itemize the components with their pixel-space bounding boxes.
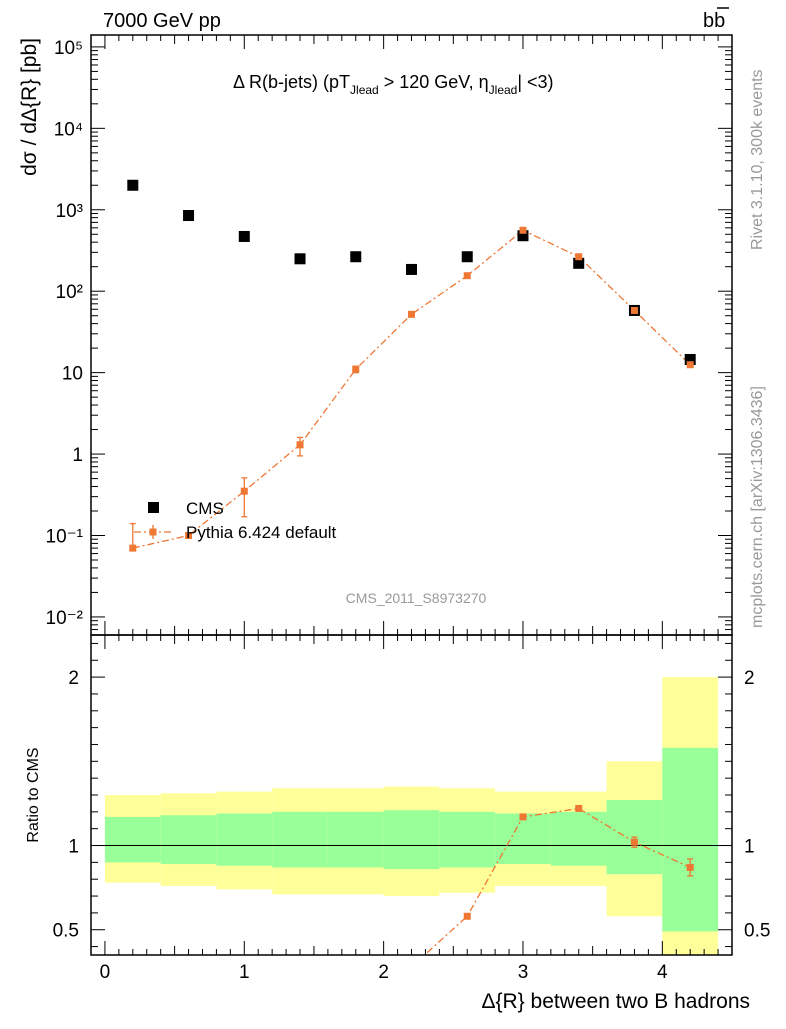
band-green <box>104 816 161 863</box>
pythia-line <box>132 229 691 549</box>
x-axis-label: Δ{R} between two B hadrons <box>481 990 750 1013</box>
band-green <box>439 811 496 868</box>
x-tick-label: 3 <box>518 962 529 983</box>
axes: 10⁻² 10⁻¹ 1 10 10² 10³ 10⁴ 10⁵ 0.5 0.5 1 1 2 2 0 1 2 3 4 <box>46 34 770 983</box>
ratio-point <box>352 1004 359 1011</box>
ratio-y-tick-label-right: 1 <box>744 837 755 858</box>
x-tick-label: 2 <box>378 962 389 983</box>
pythia-point <box>630 306 638 314</box>
cms-point <box>127 179 139 191</box>
y-tick-label: 10² <box>56 282 83 303</box>
band-green <box>160 815 217 865</box>
pythia-point <box>575 253 583 261</box>
y-tick-label: 10⁻² <box>46 608 84 629</box>
pythia-point <box>296 441 304 449</box>
ratio-point <box>575 804 583 812</box>
band-green <box>550 811 607 866</box>
x-tick-label: 0 <box>100 962 111 983</box>
pythia-point <box>408 310 415 318</box>
ratio-bands <box>91 677 732 955</box>
header-left-label: 7000 GeV pp <box>103 10 221 32</box>
y-axis-label-ratio: Ratio to CMS <box>25 747 42 842</box>
y-tick-label: 10³ <box>56 201 83 222</box>
x-tick-label: 1 <box>239 962 250 983</box>
band-green <box>327 811 384 868</box>
cms-point <box>406 263 417 275</box>
y-tick-label: 10⁴ <box>54 119 83 140</box>
ratio-y-tick-label-right: 0.5 <box>744 921 770 942</box>
band-green <box>216 813 273 866</box>
cms-point <box>684 353 696 365</box>
cms-point <box>573 257 585 269</box>
y-tick-label: 10 <box>62 364 83 385</box>
pythia-point <box>519 226 527 234</box>
band-green <box>272 811 328 868</box>
legend: CMS Pythia 6.424 default <box>134 499 337 542</box>
pythia-point <box>129 544 137 552</box>
cms-point <box>294 253 306 265</box>
band-green <box>662 747 719 932</box>
ratio-y-tick-label: 1 <box>68 837 79 858</box>
ratio-point <box>686 863 694 871</box>
pythia-point <box>463 272 471 280</box>
main-title: Δ R(b-jets) (pTJlead > 120 GeV, ηJlead| … <box>233 72 554 97</box>
band-green <box>383 810 440 870</box>
header-right-label: bb <box>703 10 725 32</box>
ratio-plot <box>352 804 694 1011</box>
watermark-analysis: CMS_2011_S8973270 <box>346 590 487 606</box>
cms-point <box>238 230 250 242</box>
ratio-point <box>630 838 638 846</box>
cms-point <box>350 251 362 263</box>
ratio-y-tick-label: 0.5 <box>53 921 79 942</box>
side-label-rivet: Rivet 3.1.10, 300k events <box>749 69 766 250</box>
legend-label-pythia: Pythia 6.424 default <box>186 523 337 542</box>
legend-label-cms: CMS <box>186 499 224 518</box>
cms-point <box>517 230 529 242</box>
main-plot <box>127 179 696 552</box>
ratio-y-tick-label: 2 <box>68 668 79 689</box>
y-tick-label: 10⁵ <box>54 38 83 59</box>
ratio-point <box>463 912 471 920</box>
ratio-point <box>408 963 415 970</box>
x-tick-label: 4 <box>657 962 668 983</box>
pythia-point <box>686 361 694 369</box>
y-tick-label: 1 <box>72 445 83 466</box>
ratio-point <box>519 813 527 821</box>
legend-marker-cms <box>148 502 159 513</box>
y-tick-label: 10⁻¹ <box>46 527 84 548</box>
pythia-point <box>352 365 360 373</box>
ratio-y-tick-label-right: 2 <box>744 668 755 689</box>
legend-marker-pythia <box>149 528 157 536</box>
pythia-point <box>240 487 248 495</box>
pythia-point <box>185 532 193 540</box>
cms-point <box>461 251 473 263</box>
band-green <box>495 813 551 865</box>
side-label-mcplots: mcplots.cern.ch [arXiv:1306.3436] <box>749 386 766 628</box>
y-axis-label-top: dσ / dΔ{R} [pb] <box>18 38 41 176</box>
cms-point <box>183 210 195 222</box>
top-frame <box>90 34 733 636</box>
